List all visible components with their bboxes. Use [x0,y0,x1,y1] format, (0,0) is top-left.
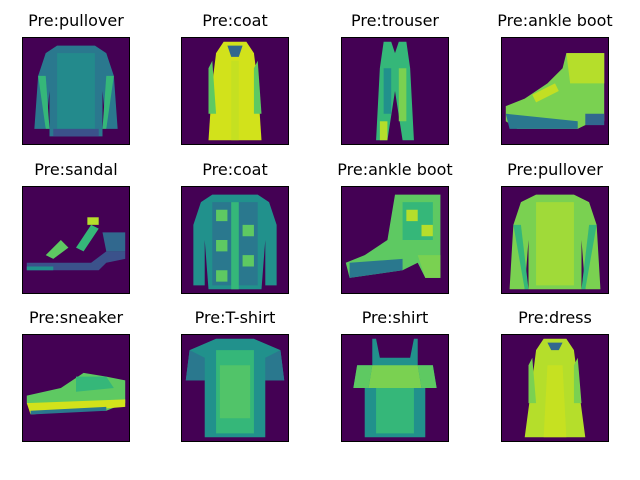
panel-8: Pre:pullover [501,160,609,294]
panel-5: Pre:sandal [22,160,130,294]
panel-2: Pre:coat [181,11,289,145]
panel-11: Pre:shirt [341,308,449,442]
panel-title: Pre:coat [202,160,268,179]
panel-title: Pre:sandal [34,160,118,179]
panel-title: Pre:coat [202,11,268,30]
panel-12: Pre:dress [501,308,609,442]
panel-7: Pre:ankle boot [337,160,453,294]
panel-10: Pre:T-shirt [181,308,289,442]
panel-1: Pre:pullover [22,11,130,145]
trouser-image [341,37,449,145]
panel-3: Pre:trouser [341,11,449,145]
panel-title: Pre:ankle boot [337,160,453,179]
panel-title: Pre:shirt [361,308,429,327]
panel-6: Pre:coat [181,160,289,294]
panel-title: Pre:pullover [28,11,124,30]
panel-4: Pre:ankle boot [497,11,613,145]
panel-title: Pre:pullover [507,160,603,179]
pullover-image [22,37,130,145]
panel-title: Pre:trouser [350,11,439,30]
panel-title: Pre:sneaker [28,308,124,327]
shirt-image [341,334,449,442]
panel-title: Pre:T-shirt [194,308,276,327]
ankle-boot-image [501,37,609,145]
panel-9: Pre:sneaker [22,308,130,442]
tshirt-image [181,334,289,442]
sneaker-image [22,334,130,442]
panel-title: Pre:ankle boot [497,11,613,30]
coat-image [181,186,289,294]
dress-image [501,334,609,442]
pullover-image [501,186,609,294]
sandal-image [22,186,130,294]
panel-title: Pre:dress [518,308,592,327]
coat-image [181,37,289,145]
ankle-boot-image [341,186,449,294]
